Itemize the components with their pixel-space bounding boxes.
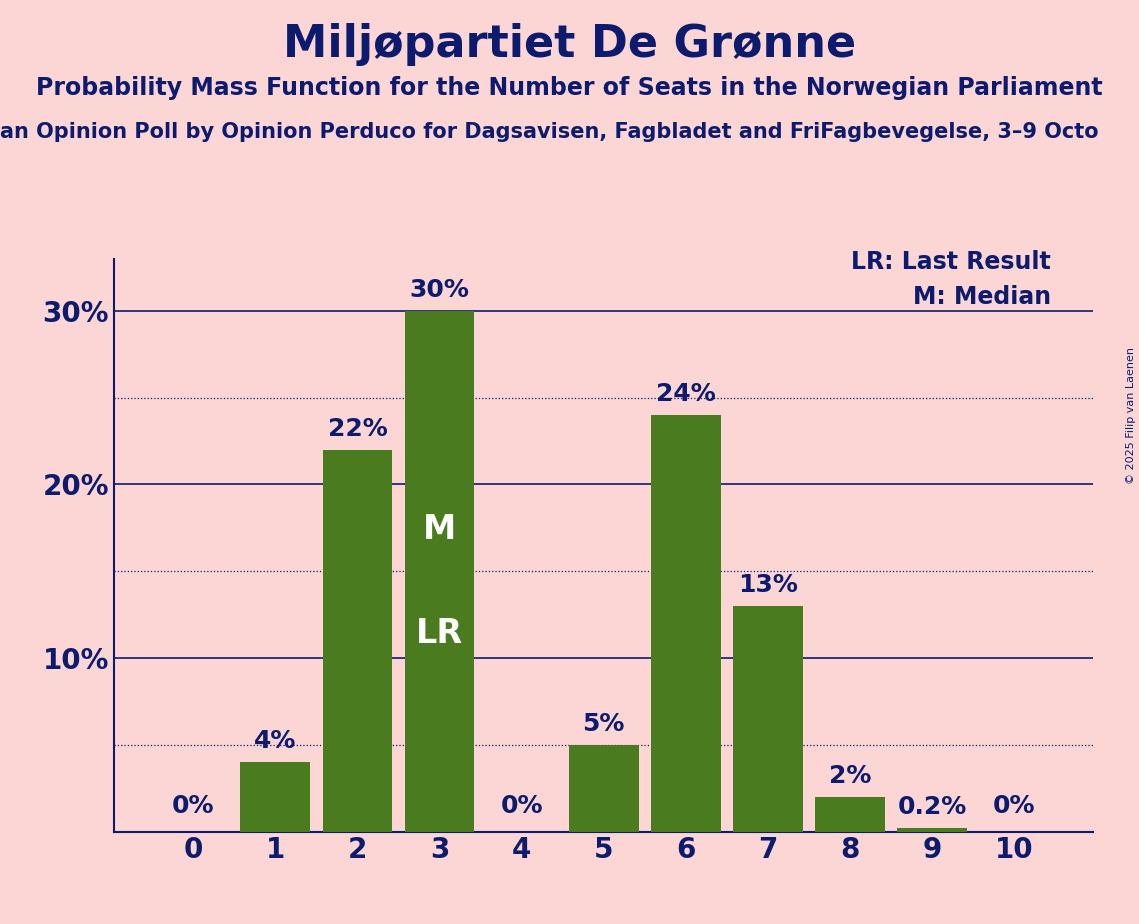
Text: 5%: 5% (582, 712, 625, 736)
Text: Miljøpartiet De Grønne: Miljøpartiet De Grønne (282, 23, 857, 67)
Text: an Opinion Poll by Opinion Perduco for Dagsavisen, Fagbladet and FriFagbevegelse: an Opinion Poll by Opinion Perduco for D… (0, 122, 1099, 142)
Text: 0.2%: 0.2% (898, 796, 967, 820)
Bar (898, 828, 967, 832)
Text: 24%: 24% (656, 383, 715, 407)
Text: Probability Mass Function for the Number of Seats in the Norwegian Parliament: Probability Mass Function for the Number… (36, 76, 1103, 100)
Text: 2%: 2% (829, 764, 871, 788)
Text: © 2025 Filip van Laenen: © 2025 Filip van Laenen (1126, 347, 1136, 484)
Text: 0%: 0% (500, 794, 543, 818)
Text: 13%: 13% (738, 573, 797, 597)
Bar (404, 310, 475, 832)
Bar (240, 762, 310, 832)
Bar (650, 415, 721, 832)
Bar (322, 450, 392, 832)
Text: M: Median: M: Median (912, 285, 1051, 309)
Text: 0%: 0% (993, 794, 1035, 818)
Text: 30%: 30% (410, 278, 469, 302)
Bar (732, 606, 803, 832)
Text: LR: Last Result: LR: Last Result (851, 250, 1051, 274)
Text: 0%: 0% (172, 794, 214, 818)
Text: LR: LR (416, 617, 464, 650)
Text: 22%: 22% (328, 417, 387, 441)
Bar (568, 745, 639, 832)
Text: M: M (423, 513, 456, 546)
Bar (816, 796, 885, 832)
Text: 4%: 4% (254, 729, 296, 753)
